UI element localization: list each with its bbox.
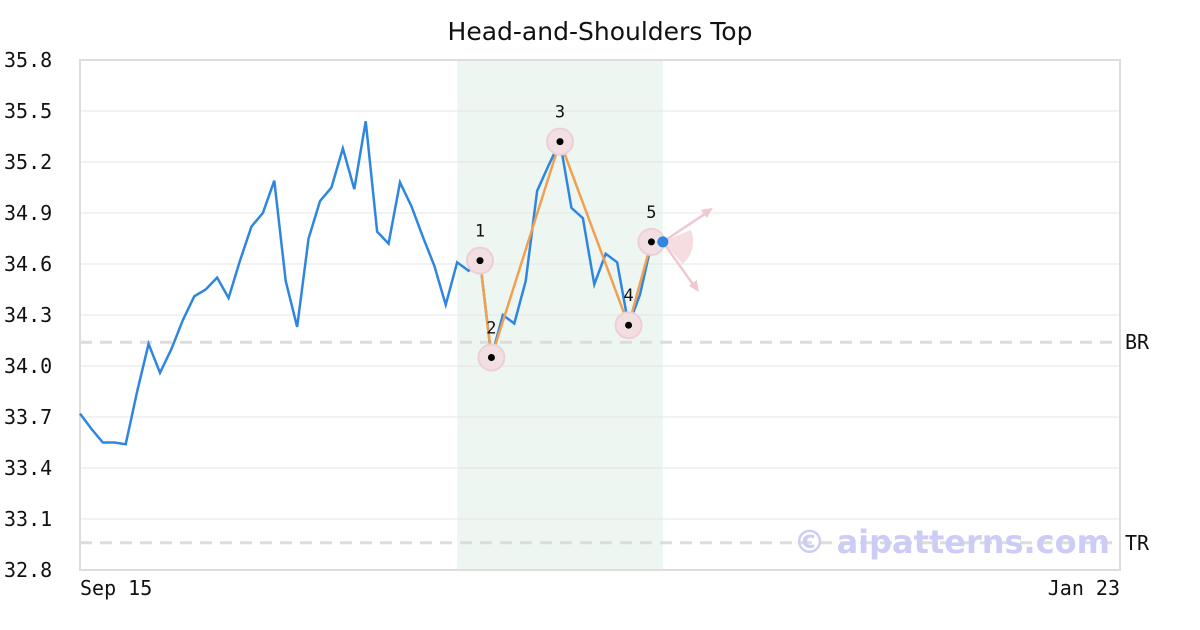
y-tick-label: 32.8	[4, 558, 52, 582]
level-label: BR	[1125, 330, 1150, 354]
x-tick-label: Sep 15	[80, 576, 152, 600]
pattern-point	[476, 257, 484, 265]
pattern-point	[625, 321, 633, 329]
pattern-label: 4	[623, 286, 633, 306]
y-tick-label: 35.8	[4, 48, 52, 72]
y-tick-label: 34.3	[4, 303, 52, 327]
pattern-label: 3	[555, 103, 565, 123]
y-tick-label: 34.6	[4, 252, 52, 276]
plot-frame	[79, 59, 1121, 571]
pattern-point	[647, 238, 655, 246]
projection-arrow	[662, 208, 712, 243]
y-tick-label: 33.4	[4, 456, 52, 480]
watermark: © aipatterns.com	[793, 523, 1110, 561]
pattern-label: 2	[486, 319, 496, 339]
x-tick-label: Jan 23	[1048, 576, 1120, 600]
current-marker	[657, 236, 669, 248]
y-tick-label: 33.1	[4, 507, 52, 531]
y-tick-label: 35.2	[4, 150, 52, 174]
y-tick-label: 34.0	[4, 354, 52, 378]
y-tick-label: 35.5	[4, 99, 52, 123]
y-tick-label: 33.7	[4, 405, 52, 429]
projection-arrow	[661, 241, 698, 291]
pattern-label: 1	[475, 222, 485, 242]
pattern-point	[487, 354, 495, 361]
projection-wedge	[662, 229, 694, 264]
arrow-head	[688, 279, 699, 292]
chart-title: Head-and-Shoulders Top	[448, 17, 753, 46]
y-tick-label: 34.9	[4, 201, 52, 225]
arrow-head	[700, 207, 713, 218]
pattern-label: 5	[646, 203, 656, 223]
pattern-point	[556, 138, 564, 146]
level-label: TR	[1125, 531, 1150, 555]
